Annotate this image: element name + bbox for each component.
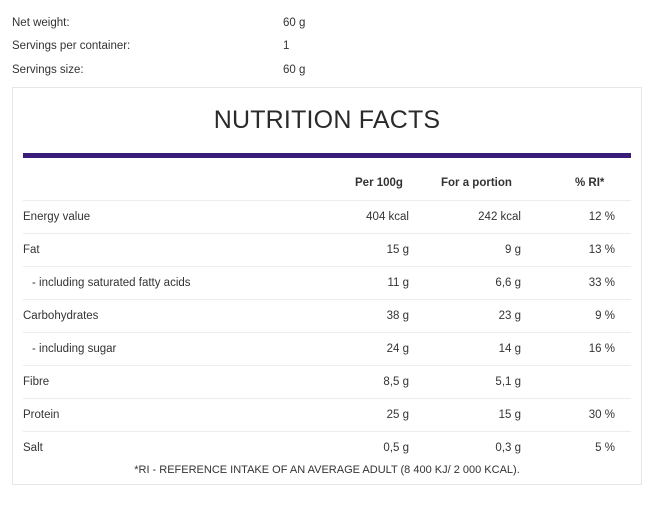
ri-value: 13 % (588, 244, 615, 256)
serving-size-label: Servings size: (12, 64, 84, 76)
per-100g-value: 24 g (386, 343, 409, 355)
portion-value: 6,6 g (495, 277, 521, 289)
table-row: Fibre 8,5 g 5,1 g (23, 365, 631, 398)
table-row: Protein 25 g 15 g 30 % (23, 398, 631, 431)
net-weight-value: 60 g (283, 17, 306, 29)
nutrient-name: Fat (23, 244, 40, 256)
portion-value: 9 g (505, 244, 521, 256)
ri-value: 33 % (588, 277, 615, 289)
per-100g-value: 15 g (386, 244, 409, 256)
portion-value: 242 kcal (478, 211, 521, 223)
table-row: Energy value 404 kcal 242 kcal 12 % (23, 200, 631, 233)
portion-value: 14 g (498, 343, 521, 355)
header-percent-ri: % RI* (575, 177, 605, 189)
nutrient-name: Fibre (23, 376, 50, 388)
table-row: Fat 15 g 9 g 13 % (23, 233, 631, 266)
portion-value: 15 g (498, 409, 521, 421)
nutrition-table: Energy value 404 kcal 242 kcal 12 % Fat … (23, 200, 631, 464)
per-100g-value: 8,5 g (383, 376, 409, 388)
portion-value: 23 g (498, 310, 521, 322)
header-for-a-portion: For a portion (441, 177, 512, 189)
nutrition-facts-panel: NUTRITION FACTS Per 100g For a portion %… (12, 87, 642, 485)
nutrient-name: - including sugar (32, 343, 117, 355)
nutrient-name: Energy value (23, 211, 91, 223)
per-100g-value: 404 kcal (366, 211, 409, 223)
ri-footnote: *RI - REFERENCE INTAKE OF AN AVERAGE ADU… (134, 464, 520, 476)
per-100g-value: 25 g (386, 409, 409, 421)
serving-size-value: 60 g (283, 64, 306, 76)
nutrient-name: Salt (23, 442, 43, 454)
table-row: - including sugar 24 g 14 g 16 % (23, 332, 631, 365)
ri-value: 30 % (588, 409, 615, 421)
ri-value: 5 % (595, 442, 615, 454)
per-100g-value: 0,5 g (383, 442, 409, 454)
net-weight-label: Net weight: (12, 17, 70, 29)
per-100g-value: 38 g (386, 310, 409, 322)
portion-value: 5,1 g (495, 376, 521, 388)
nutrition-title: NUTRITION FACTS (213, 106, 441, 134)
nutrient-name: Carbohydrates (23, 310, 99, 322)
portion-value: 0,3 g (495, 442, 521, 454)
title-divider-bar (23, 153, 631, 158)
header-per-100g: Per 100g (355, 177, 403, 189)
servings-per-container-label: Servings per container: (12, 40, 131, 52)
nutrient-name: - including saturated fatty acids (32, 277, 191, 289)
ri-value: 12 % (588, 211, 615, 223)
per-100g-value: 11 g (387, 277, 409, 289)
ri-value: 9 % (595, 310, 615, 322)
nutrient-name: Protein (23, 409, 60, 421)
table-row: Salt 0,5 g 0,3 g 5 % (23, 431, 631, 464)
servings-per-container-value: 1 (283, 40, 290, 52)
table-row: - including saturated fatty acids 11 g 6… (23, 266, 631, 299)
ri-value: 16 % (588, 343, 615, 355)
table-row: Carbohydrates 38 g 23 g 9 % (23, 299, 631, 332)
